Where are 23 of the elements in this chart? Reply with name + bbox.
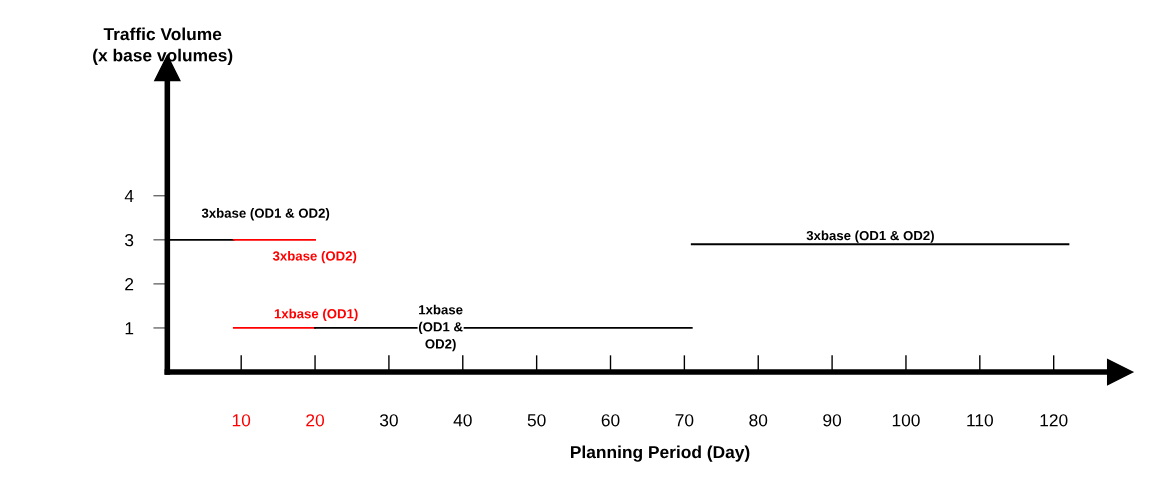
annotation: 3xbase (OD1 & OD2): [201, 208, 330, 221]
annotation: 1xbase (OD1 & OD2): [418, 304, 463, 352]
x-tick-label: 120: [1040, 414, 1068, 427]
x-tick-label: 60: [601, 414, 620, 427]
x-tick-label: 50: [527, 414, 546, 427]
x-tick-label: 80: [749, 414, 768, 427]
y-tick-label: 3: [125, 234, 134, 247]
y-axis-title: Traffic Volume (x base volumes): [93, 27, 233, 65]
x-tick-label: 40: [453, 414, 472, 427]
x-tick-label: 110: [967, 414, 993, 427]
x-tick-label: 90: [823, 414, 842, 427]
y-tick-label: 2: [125, 278, 134, 291]
annotation: 3xbase (OD1 & OD2): [806, 230, 934, 243]
y-tick-label: 1: [125, 322, 134, 335]
annotation: 1xbase (OD1): [274, 308, 358, 321]
x-axis-title: Planning Period (Day): [570, 445, 750, 462]
x-tick-label: 100: [892, 414, 920, 427]
x-tick-label: 20: [306, 414, 325, 427]
x-tick-label: 30: [379, 414, 398, 427]
annotation: 3xbase (OD2): [272, 250, 357, 264]
x-tick-label: 70: [675, 414, 694, 427]
y-tick-label: 4: [124, 190, 134, 203]
x-tick-label: 10: [232, 414, 251, 427]
